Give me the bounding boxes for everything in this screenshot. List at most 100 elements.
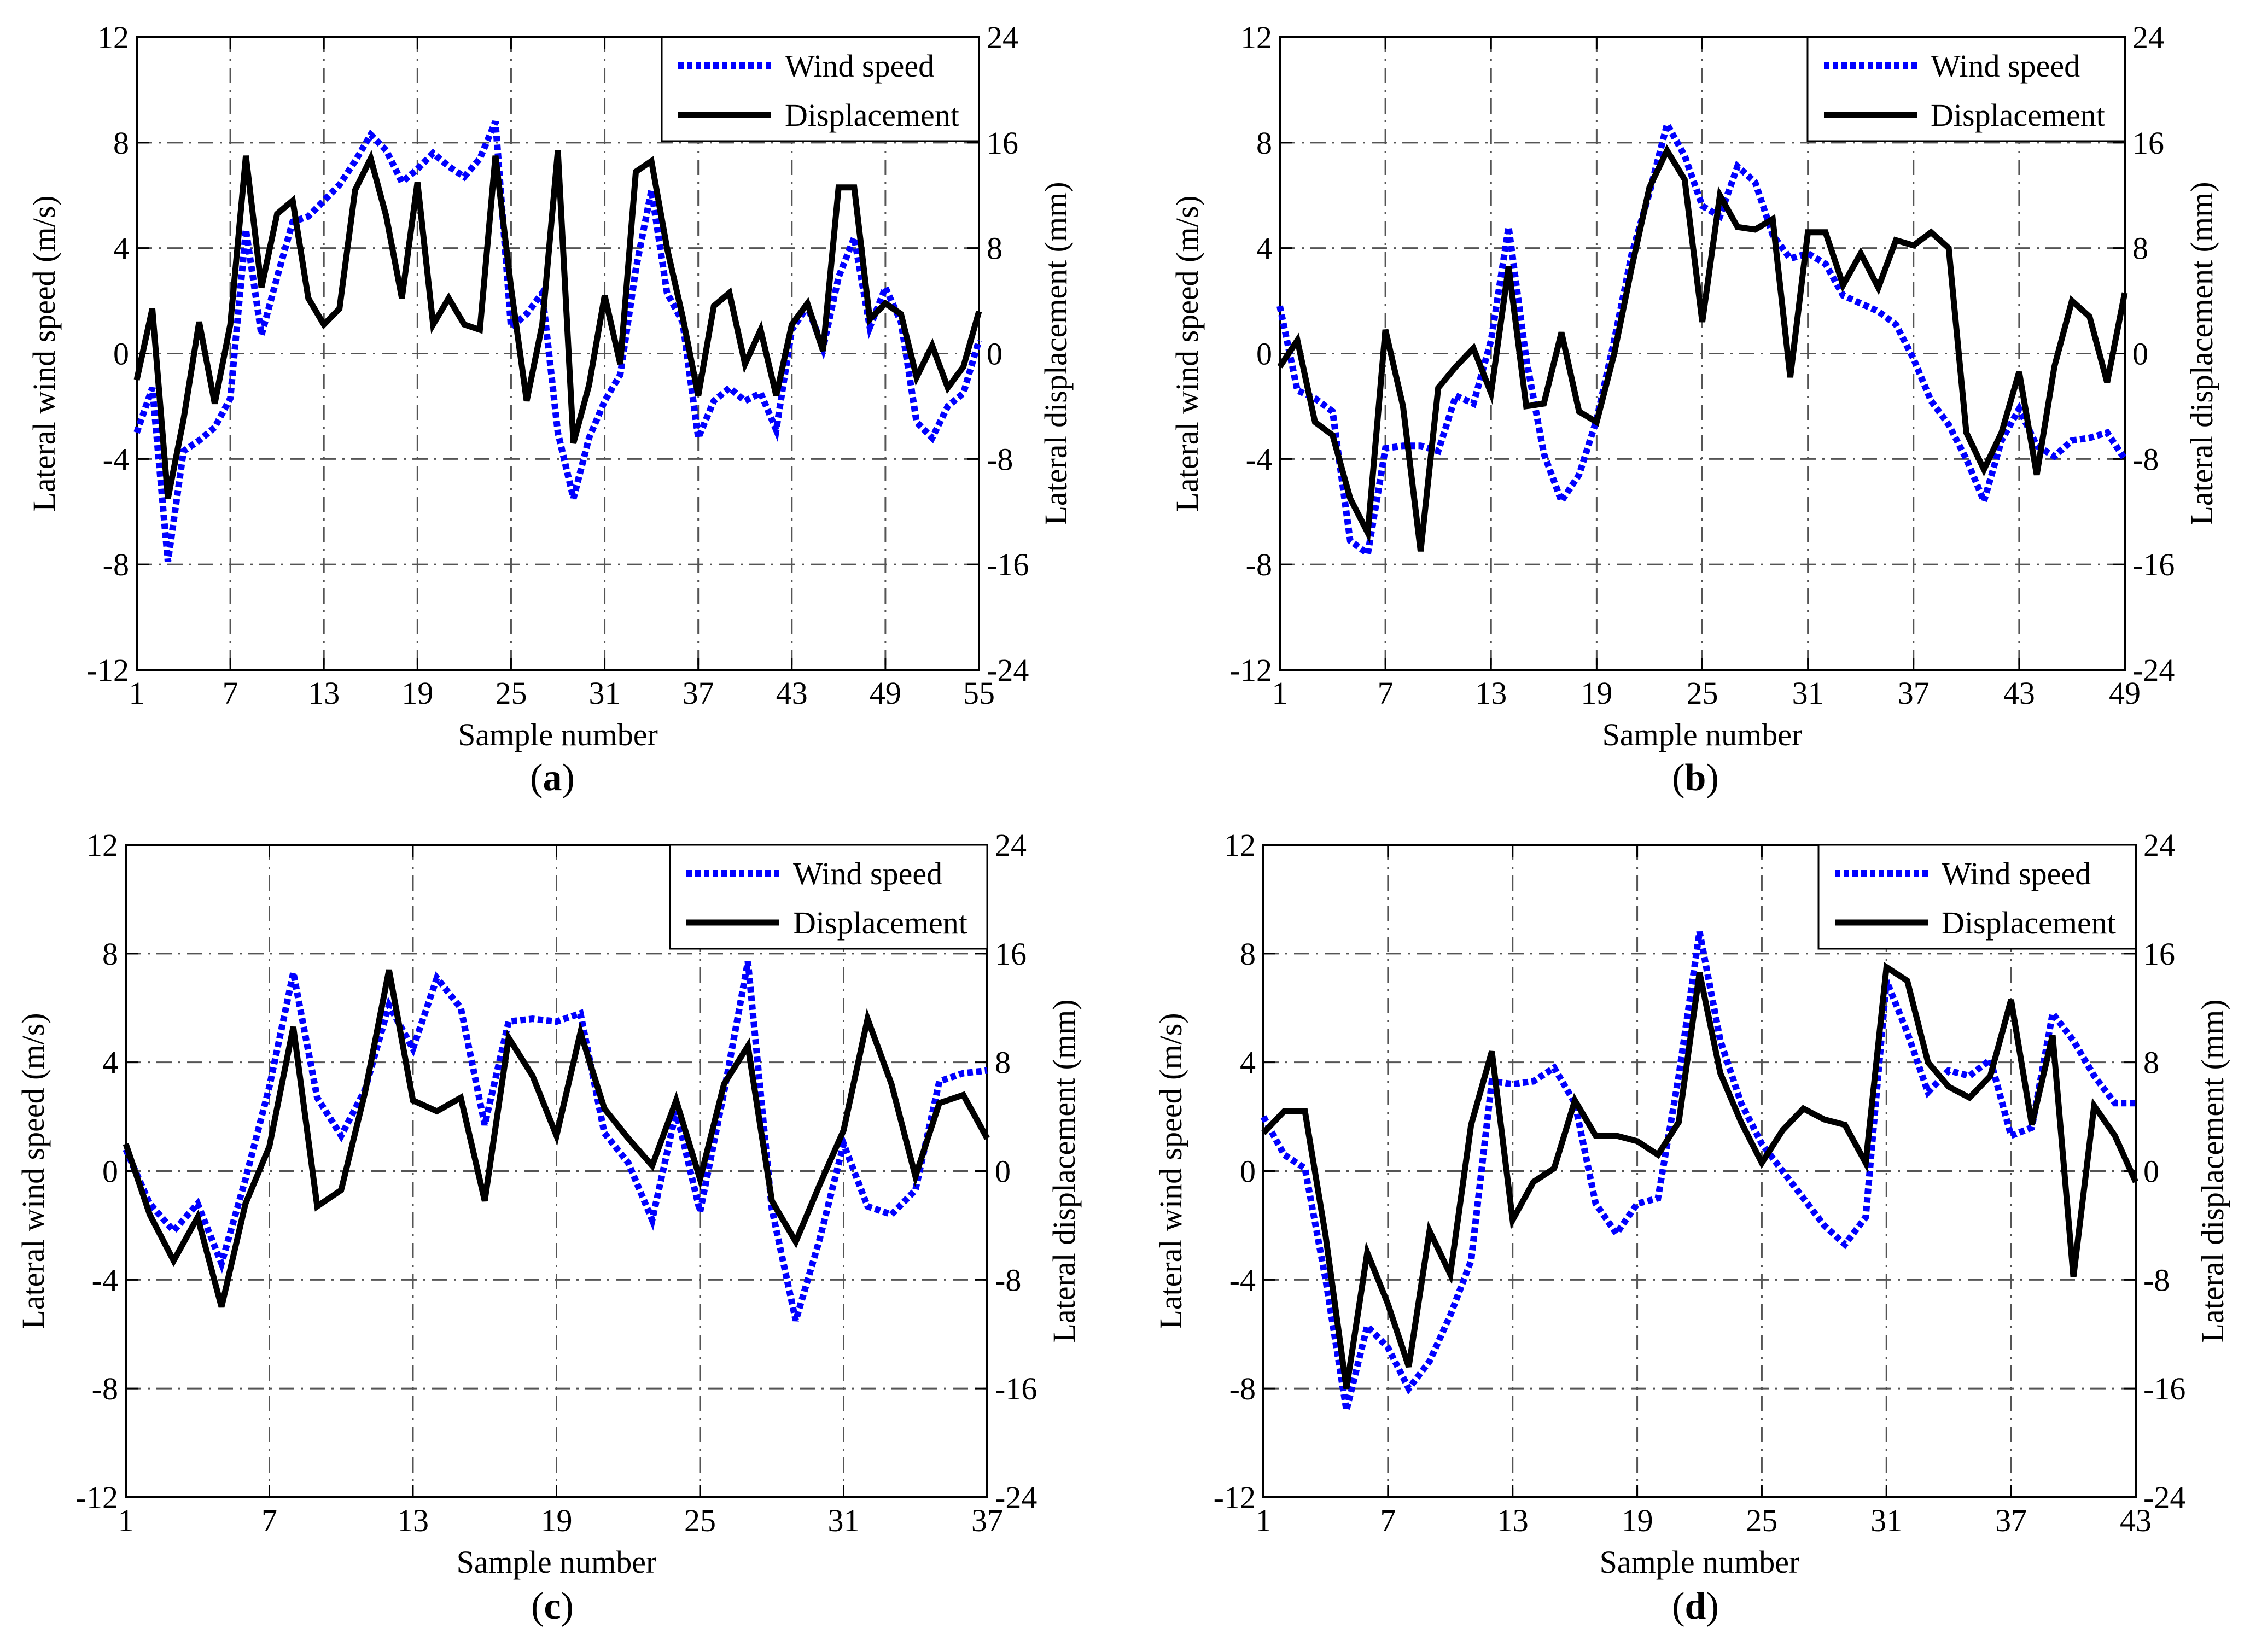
x-tick-label: 19 [1622,1503,1653,1538]
wind-speed-series-line [1260,931,2136,1411]
wind-speed-point [890,1213,893,1216]
displacement-point [1885,966,1887,968]
wind-speed-point [510,326,512,328]
displacement-point [1262,1132,1264,1134]
wind-speed-point [339,184,341,186]
wind-speed-point [1802,1197,1804,1199]
y-tick-label: 12 [1240,20,1272,55]
wind-speed-point [579,1012,581,1014]
wind-speed-point [744,400,746,402]
displacement-point [1387,1303,1389,1305]
y-tick-label: -12 [1214,1480,1256,1515]
wind-speed-point [771,1208,773,1210]
y2-axis-label: Lateral displacement (mm) [2195,999,2230,1342]
x-tick-label: 37 [1995,1503,2027,1538]
displacement-point [1470,1124,1472,1126]
y2-tick-label: -24 [995,1480,1037,1515]
wind-speed-point [2053,456,2055,458]
displacement-point [723,1083,725,1085]
displacement-point [771,1200,773,1202]
displacement-point [245,155,247,157]
y2-tick-label: -8 [2143,1262,2170,1298]
displacement-point [1807,231,1809,234]
displacement-point [556,1135,558,1137]
wind-speed-point [2093,1075,2095,1077]
wind-speed-series-line [133,120,982,563]
wind-speed-point [1989,1059,1991,1061]
displacement-point [1616,1135,1618,1137]
wind-speed-point [843,1143,845,1145]
displacement-point [401,297,403,299]
displacement-point [149,1213,151,1216]
wind-speed-point [1384,447,1386,450]
displacement-point [2053,366,2055,368]
y2-tick-label: -16 [2143,1371,2185,1406]
wind-speed-point [532,1018,534,1020]
x-axis-label: Sample number [1602,717,1803,752]
y-tick-label: 4 [1240,1045,1256,1081]
wind-speed-point [1543,453,1545,455]
displacement-point [843,1129,845,1131]
x-tick-label: 25 [684,1503,716,1538]
displacement-point [978,310,980,312]
wind-speed-point [1560,500,1563,502]
wind-speed-point [1525,358,1528,360]
displacement-point [151,308,154,310]
legend-box [1817,844,2137,950]
displacement-point [269,1146,271,1148]
displacement-point [229,323,231,325]
wind-speed-point [214,426,216,428]
wind-speed-point [1553,1067,1555,1069]
wind-speed-point [447,165,450,167]
displacement-point [2031,1124,2033,1126]
y-tick-label: 0 [102,1154,118,1189]
displacement-point [604,294,606,296]
displacement-point [541,323,543,325]
displacement-point [916,376,918,378]
displacement-point [125,1143,127,1145]
y2-tick-label: 8 [2143,1045,2159,1081]
y-tick-label: 4 [113,231,129,266]
displacement-point [173,1260,175,1262]
wind-speed-point [460,1007,462,1009]
wind-speed-point [1877,310,1879,312]
displacement-point [1491,1050,1493,1053]
wind-speed-point [1657,1197,1659,1199]
wind-speed-point [916,421,918,423]
wind-speed-point [1314,397,1316,399]
displacement-point [1553,1168,1555,1170]
wind-speed-point [868,326,871,328]
displacement-point [760,329,762,331]
wind-speed-point [1864,1216,1867,1218]
wind-speed-point [1823,1224,1825,1227]
displacement-point [819,1183,821,1186]
displacement-point [1349,498,1351,500]
legend: Wind speed Displacement [1817,844,2137,950]
displacement-point [681,316,684,318]
displacement-point [2093,1105,2095,1107]
displacement-point [806,302,808,305]
wind-speed-point [651,1219,654,1221]
displacement-point [508,1037,510,1039]
wind-speed-point [2036,445,2038,447]
displacement-point [460,1096,462,1099]
wind-speed-point [136,431,138,434]
wind-speed-point [627,1162,629,1164]
wind-speed-point [728,387,731,389]
wind-speed-point [556,1020,558,1023]
displacement-point [1314,421,1316,423]
y2-tick-label: -16 [987,547,1029,582]
displacement-point [1429,1230,1431,1232]
wind-speed-point [795,1320,797,1322]
displacement-point [1636,1140,1639,1142]
y-tick-label: 0 [113,336,129,372]
wind-speed-point [1683,155,1686,157]
wind-speed-point [1666,123,1668,125]
chart-panel-a: 1 7 13 19 25 31 37 43 49 55 -12 -8 -4 0 4 8 12 -24 -16 -8 0 8… [26,20,1074,799]
displacement-point [1455,366,1457,368]
displacement-point [479,329,481,331]
displacement-point [1325,1235,1327,1237]
y2-tick-label: 0 [2132,336,2148,372]
displacement-point [2010,999,2012,1001]
